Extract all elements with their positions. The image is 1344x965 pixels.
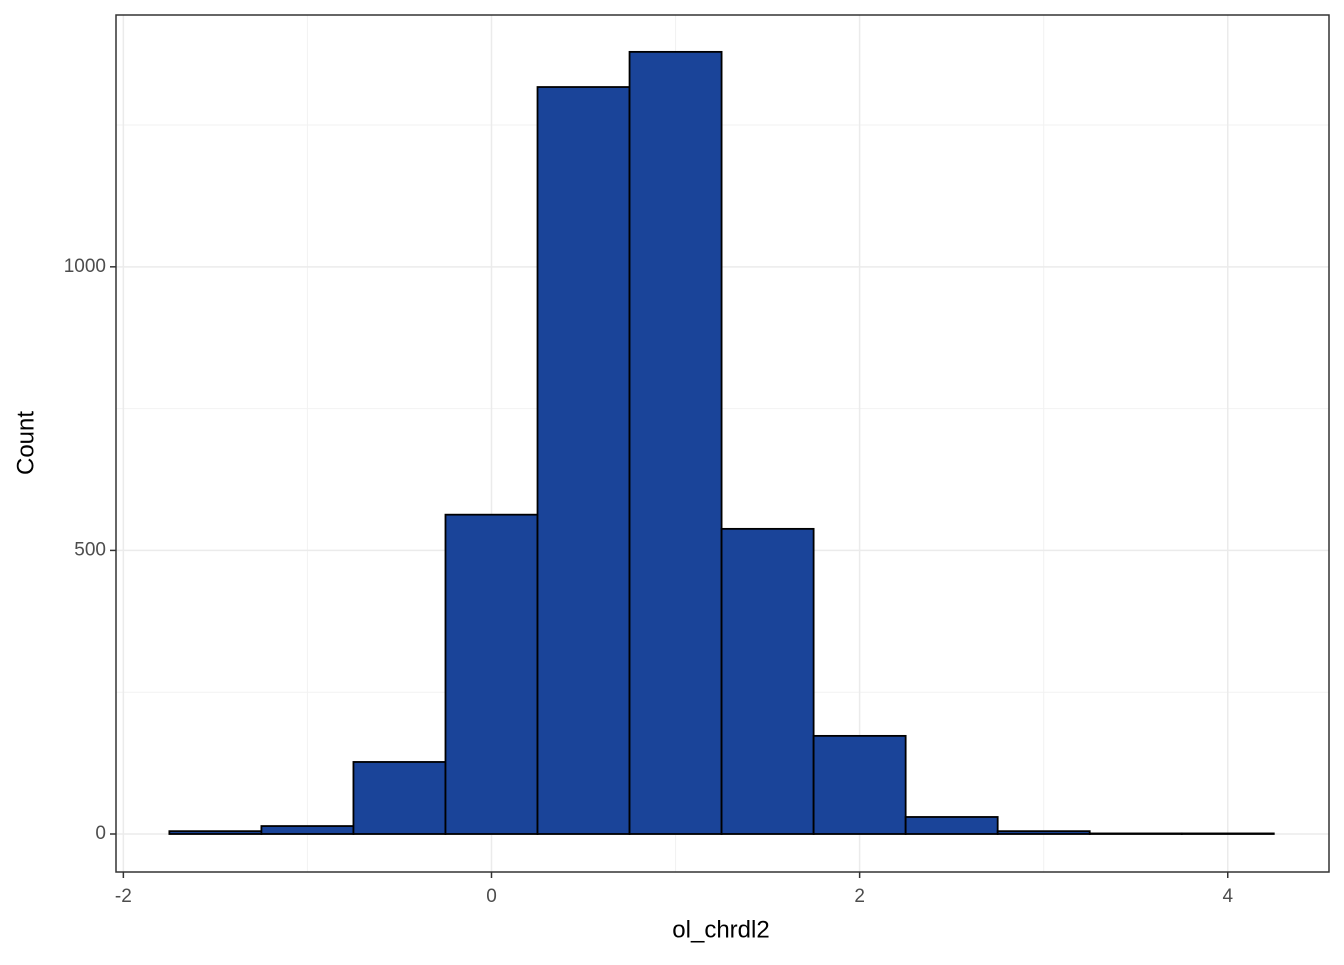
bar	[536, 86, 631, 835]
bar	[1180, 832, 1275, 835]
y-tick-label: 1000	[64, 256, 106, 277]
bar	[260, 825, 355, 835]
bar	[996, 830, 1091, 835]
x-axis-title: ol_chrdl2	[672, 916, 769, 943]
panel-border	[115, 14, 1330, 873]
bar	[168, 830, 263, 835]
bar	[904, 816, 999, 835]
x-tick-label: 4	[1222, 886, 1233, 907]
y-axis-title: Count	[12, 411, 39, 475]
x-tick-label: 2	[854, 886, 865, 907]
y-tick-label: 500	[74, 539, 106, 560]
x-tick-label: 0	[486, 886, 497, 907]
bar	[628, 50, 723, 835]
bar	[352, 761, 447, 835]
bar	[720, 527, 815, 835]
bar	[1088, 832, 1183, 835]
y-tick-label: 0	[95, 823, 106, 844]
bar	[812, 734, 907, 835]
bar	[444, 513, 539, 835]
x-tick-label: -2	[115, 886, 132, 907]
